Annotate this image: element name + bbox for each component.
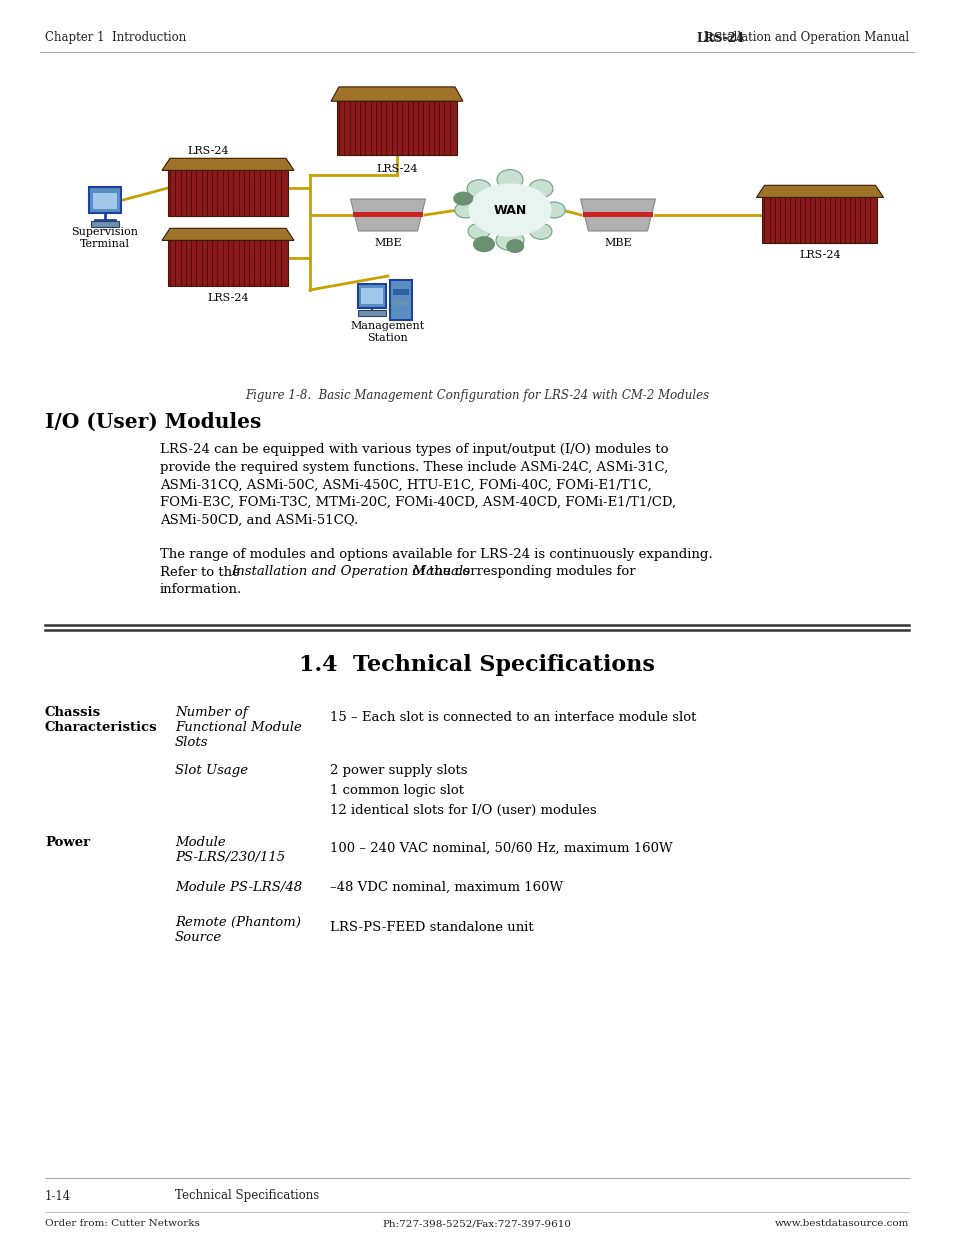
Text: The range of modules and options available for LRS-24 is continuously expanding.: The range of modules and options availab…: [160, 548, 712, 561]
Text: MBE: MBE: [603, 238, 631, 248]
Text: Slots: Slots: [174, 736, 209, 748]
Ellipse shape: [468, 184, 551, 237]
Text: Functional Module: Functional Module: [174, 721, 301, 734]
Text: LRS-24: LRS-24: [799, 249, 840, 261]
Polygon shape: [162, 228, 294, 241]
Ellipse shape: [528, 180, 553, 198]
Text: LRS-24 can be equipped with various types of input/output (I/O) modules to: LRS-24 can be equipped with various type…: [160, 443, 668, 457]
Bar: [390, 280, 412, 320]
Text: LRS-24: LRS-24: [187, 146, 229, 156]
Text: Order from: Cutter Networks: Order from: Cutter Networks: [45, 1219, 200, 1229]
Text: Installation and Operation Manual: Installation and Operation Manual: [700, 32, 908, 44]
Text: 1-14: 1-14: [45, 1189, 71, 1203]
Ellipse shape: [453, 191, 473, 205]
Text: 15 – Each slot is connected to an interface module slot: 15 – Each slot is connected to an interf…: [330, 711, 696, 724]
Text: Slot Usage: Slot Usage: [174, 764, 248, 777]
Bar: [91, 221, 119, 227]
Text: 1.4  Technical Specifications: 1.4 Technical Specifications: [298, 653, 655, 676]
Ellipse shape: [542, 203, 564, 219]
Text: MBE: MBE: [374, 238, 401, 248]
Bar: [761, 198, 877, 242]
Polygon shape: [162, 158, 294, 170]
Text: provide the required system functions. These include ASMi-24C, ASMi-31C,: provide the required system functions. T…: [160, 461, 667, 474]
Ellipse shape: [529, 224, 552, 240]
Bar: [360, 288, 382, 304]
Text: FOMi-E3C, FOMi-T3C, MTMi-20C, FOMi-40CD, ASM-40CD, FOMi-E1/T1/CD,: FOMi-E3C, FOMi-T3C, MTMi-20C, FOMi-40CD,…: [160, 496, 676, 509]
Text: Module PS-LRS/48: Module PS-LRS/48: [174, 881, 302, 894]
Text: 100 – 240 VAC nominal, 50/60 Hz, maximum 160W: 100 – 240 VAC nominal, 50/60 Hz, maximum…: [330, 842, 672, 855]
Polygon shape: [350, 199, 425, 231]
Ellipse shape: [455, 203, 476, 219]
Text: Refer to the: Refer to the: [160, 566, 244, 578]
Text: Management
Station: Management Station: [351, 321, 425, 343]
Bar: [89, 186, 121, 212]
Text: Number of: Number of: [174, 706, 248, 719]
Text: www.bestdatasource.com: www.bestdatasource.com: [774, 1219, 908, 1229]
Ellipse shape: [506, 240, 523, 253]
Text: WAN: WAN: [493, 204, 526, 216]
Text: LRS-24: LRS-24: [375, 164, 417, 174]
Text: ASMi-50CD, and ASMi-51CQ.: ASMi-50CD, and ASMi-51CQ.: [160, 514, 358, 526]
Text: information.: information.: [160, 583, 242, 597]
Ellipse shape: [467, 180, 491, 198]
Text: LRS-24: LRS-24: [696, 32, 743, 44]
Text: of the corresponding modules for: of the corresponding modules for: [408, 566, 635, 578]
Bar: [336, 101, 456, 154]
Text: Remote (Phantom): Remote (Phantom): [174, 916, 301, 929]
Bar: [353, 211, 423, 216]
Text: PS-LRS/230/115: PS-LRS/230/115: [174, 851, 285, 864]
Bar: [168, 241, 288, 285]
Text: Figure 1-8.  Basic Management Configuration for LRS-24 with CM-2 Modules: Figure 1-8. Basic Management Configurati…: [245, 389, 708, 401]
Ellipse shape: [468, 224, 490, 240]
Text: Technical Specifications: Technical Specifications: [174, 1189, 319, 1203]
Text: Supervision
Terminal: Supervision Terminal: [71, 227, 138, 249]
Text: I/O (User) Modules: I/O (User) Modules: [45, 412, 261, 432]
Text: 12 identical slots for I/O (user) modules: 12 identical slots for I/O (user) module…: [330, 804, 596, 818]
Bar: [357, 284, 386, 308]
Bar: [582, 211, 653, 216]
Text: LRS-PS-FEED standalone unit: LRS-PS-FEED standalone unit: [330, 921, 533, 934]
Text: –48 VDC nominal, maximum 160W: –48 VDC nominal, maximum 160W: [330, 881, 562, 894]
Text: 2 power supply slots: 2 power supply slots: [330, 764, 467, 777]
Ellipse shape: [478, 189, 540, 231]
Text: Ph:727-398-5252/Fax:727-397-9610: Ph:727-398-5252/Fax:727-397-9610: [382, 1219, 571, 1229]
Text: Source: Source: [174, 931, 222, 944]
Bar: [92, 193, 117, 210]
Text: Chassis: Chassis: [45, 706, 101, 719]
Text: Module: Module: [174, 836, 226, 848]
Polygon shape: [579, 199, 655, 231]
Text: 1 common logic slot: 1 common logic slot: [330, 784, 463, 797]
Ellipse shape: [496, 231, 523, 251]
Ellipse shape: [473, 236, 495, 252]
Polygon shape: [331, 86, 462, 101]
Text: Power: Power: [45, 836, 90, 848]
Bar: [393, 301, 409, 305]
Bar: [168, 170, 288, 215]
Text: Characteristics: Characteristics: [45, 721, 157, 734]
Text: Chapter 1  Introduction: Chapter 1 Introduction: [45, 32, 186, 44]
Ellipse shape: [497, 169, 522, 190]
Text: Installation and Operation Manuals: Installation and Operation Manuals: [231, 566, 470, 578]
Polygon shape: [756, 185, 882, 198]
Bar: [393, 289, 409, 295]
Bar: [357, 310, 386, 316]
Text: LRS-24: LRS-24: [207, 293, 249, 303]
Text: ASMi-31CQ, ASMi-50C, ASMi-450C, HTU-E1C, FOMi-40C, FOMi-E1/T1C,: ASMi-31CQ, ASMi-50C, ASMi-450C, HTU-E1C,…: [160, 478, 651, 492]
